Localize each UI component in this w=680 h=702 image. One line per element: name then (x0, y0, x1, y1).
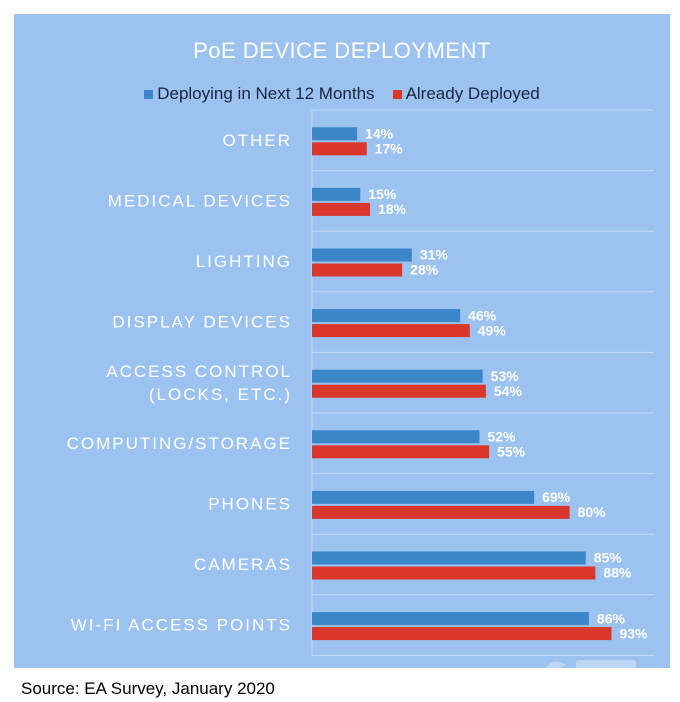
category-label: MEDICAL DEVICES (108, 191, 292, 210)
bar-deployed (312, 445, 490, 459)
category-label-line: (LOCKS, ETC.) (149, 385, 292, 404)
bar-deploying (312, 369, 483, 383)
bar-deployed (312, 142, 367, 156)
bar-deploying (312, 309, 461, 323)
bar-deployed (312, 627, 612, 641)
legend-item-deploying: Deploying in Next 12 Months (144, 84, 375, 104)
bar-deployed (312, 202, 370, 216)
data-label-deployed: 88% (603, 565, 632, 581)
data-label-deploying: 14% (365, 126, 394, 142)
data-label-deploying: 15% (368, 186, 397, 202)
bar-deployed (312, 263, 403, 277)
bar-chart: OTHER 14%17% MEDICAL DEVICES 15%18% LIGHTING… (67, 109, 654, 656)
data-label-deployed: 54% (494, 383, 523, 399)
bar-deploying (312, 551, 586, 565)
legend-swatch-deploying (144, 89, 154, 99)
bar-deployed (312, 384, 486, 398)
chart-panel: PoE DEVICE DEPLOYMENT Deploying in Next … (14, 14, 670, 668)
bar-deploying (312, 248, 412, 262)
data-label-deployed: 80% (578, 504, 607, 520)
data-label-deployed: 93% (619, 625, 648, 641)
legend-label-deployed: Already Deployed (405, 84, 540, 103)
bar-deploying (312, 612, 589, 626)
data-label-deploying: 52% (487, 429, 516, 445)
bar-deploying (312, 490, 535, 504)
bar-deploying (312, 127, 358, 141)
data-label-deployed: 49% (478, 322, 507, 338)
category-label-line: ACCESS CONTROL (106, 362, 292, 381)
chart-legend: Deploying in Next 12 Months Already Depl… (14, 84, 670, 104)
data-label-deployed: 17% (375, 141, 404, 157)
data-label-deploying: 31% (420, 247, 449, 263)
watermark-logo (541, 660, 636, 675)
data-label-deploying: 86% (597, 610, 626, 626)
category-label: WI-FI ACCESS POINTS (71, 616, 292, 635)
data-label-deploying: 46% (468, 307, 497, 323)
category-label: COMPUTING/STORAGE (67, 434, 292, 453)
category-label: CAMERAS (194, 555, 292, 574)
category-label: PHONES (208, 494, 292, 513)
data-label-deploying: 69% (542, 489, 571, 505)
category-label: ACCESS CONTROL (LOCKS, ETC.) (106, 362, 292, 404)
data-label-deployed: 18% (378, 201, 407, 217)
data-label-deploying: 85% (594, 550, 623, 566)
legend-item-deployed: Already Deployed (392, 84, 540, 104)
legend-swatch-deployed (392, 89, 402, 99)
data-label-deployed: 55% (497, 444, 526, 460)
category-label: OTHER (223, 131, 293, 150)
legend-label-deploying: Deploying in Next 12 Months (157, 84, 375, 103)
bar-deployed (312, 566, 596, 580)
category-label: DISPLAY DEVICES (112, 313, 292, 332)
chart-title: PoE DEVICE DEPLOYMENT (193, 38, 491, 63)
data-label-deployed: 28% (410, 262, 439, 278)
category-label: LIGHTING (196, 252, 292, 271)
bar-deploying (312, 187, 361, 201)
bar-deployed (312, 505, 570, 519)
source-note: Source: EA Survey, January 2020 (21, 679, 275, 698)
bar-deploying (312, 430, 480, 444)
bar-deployed (312, 324, 470, 338)
data-label-deploying: 53% (491, 368, 520, 384)
